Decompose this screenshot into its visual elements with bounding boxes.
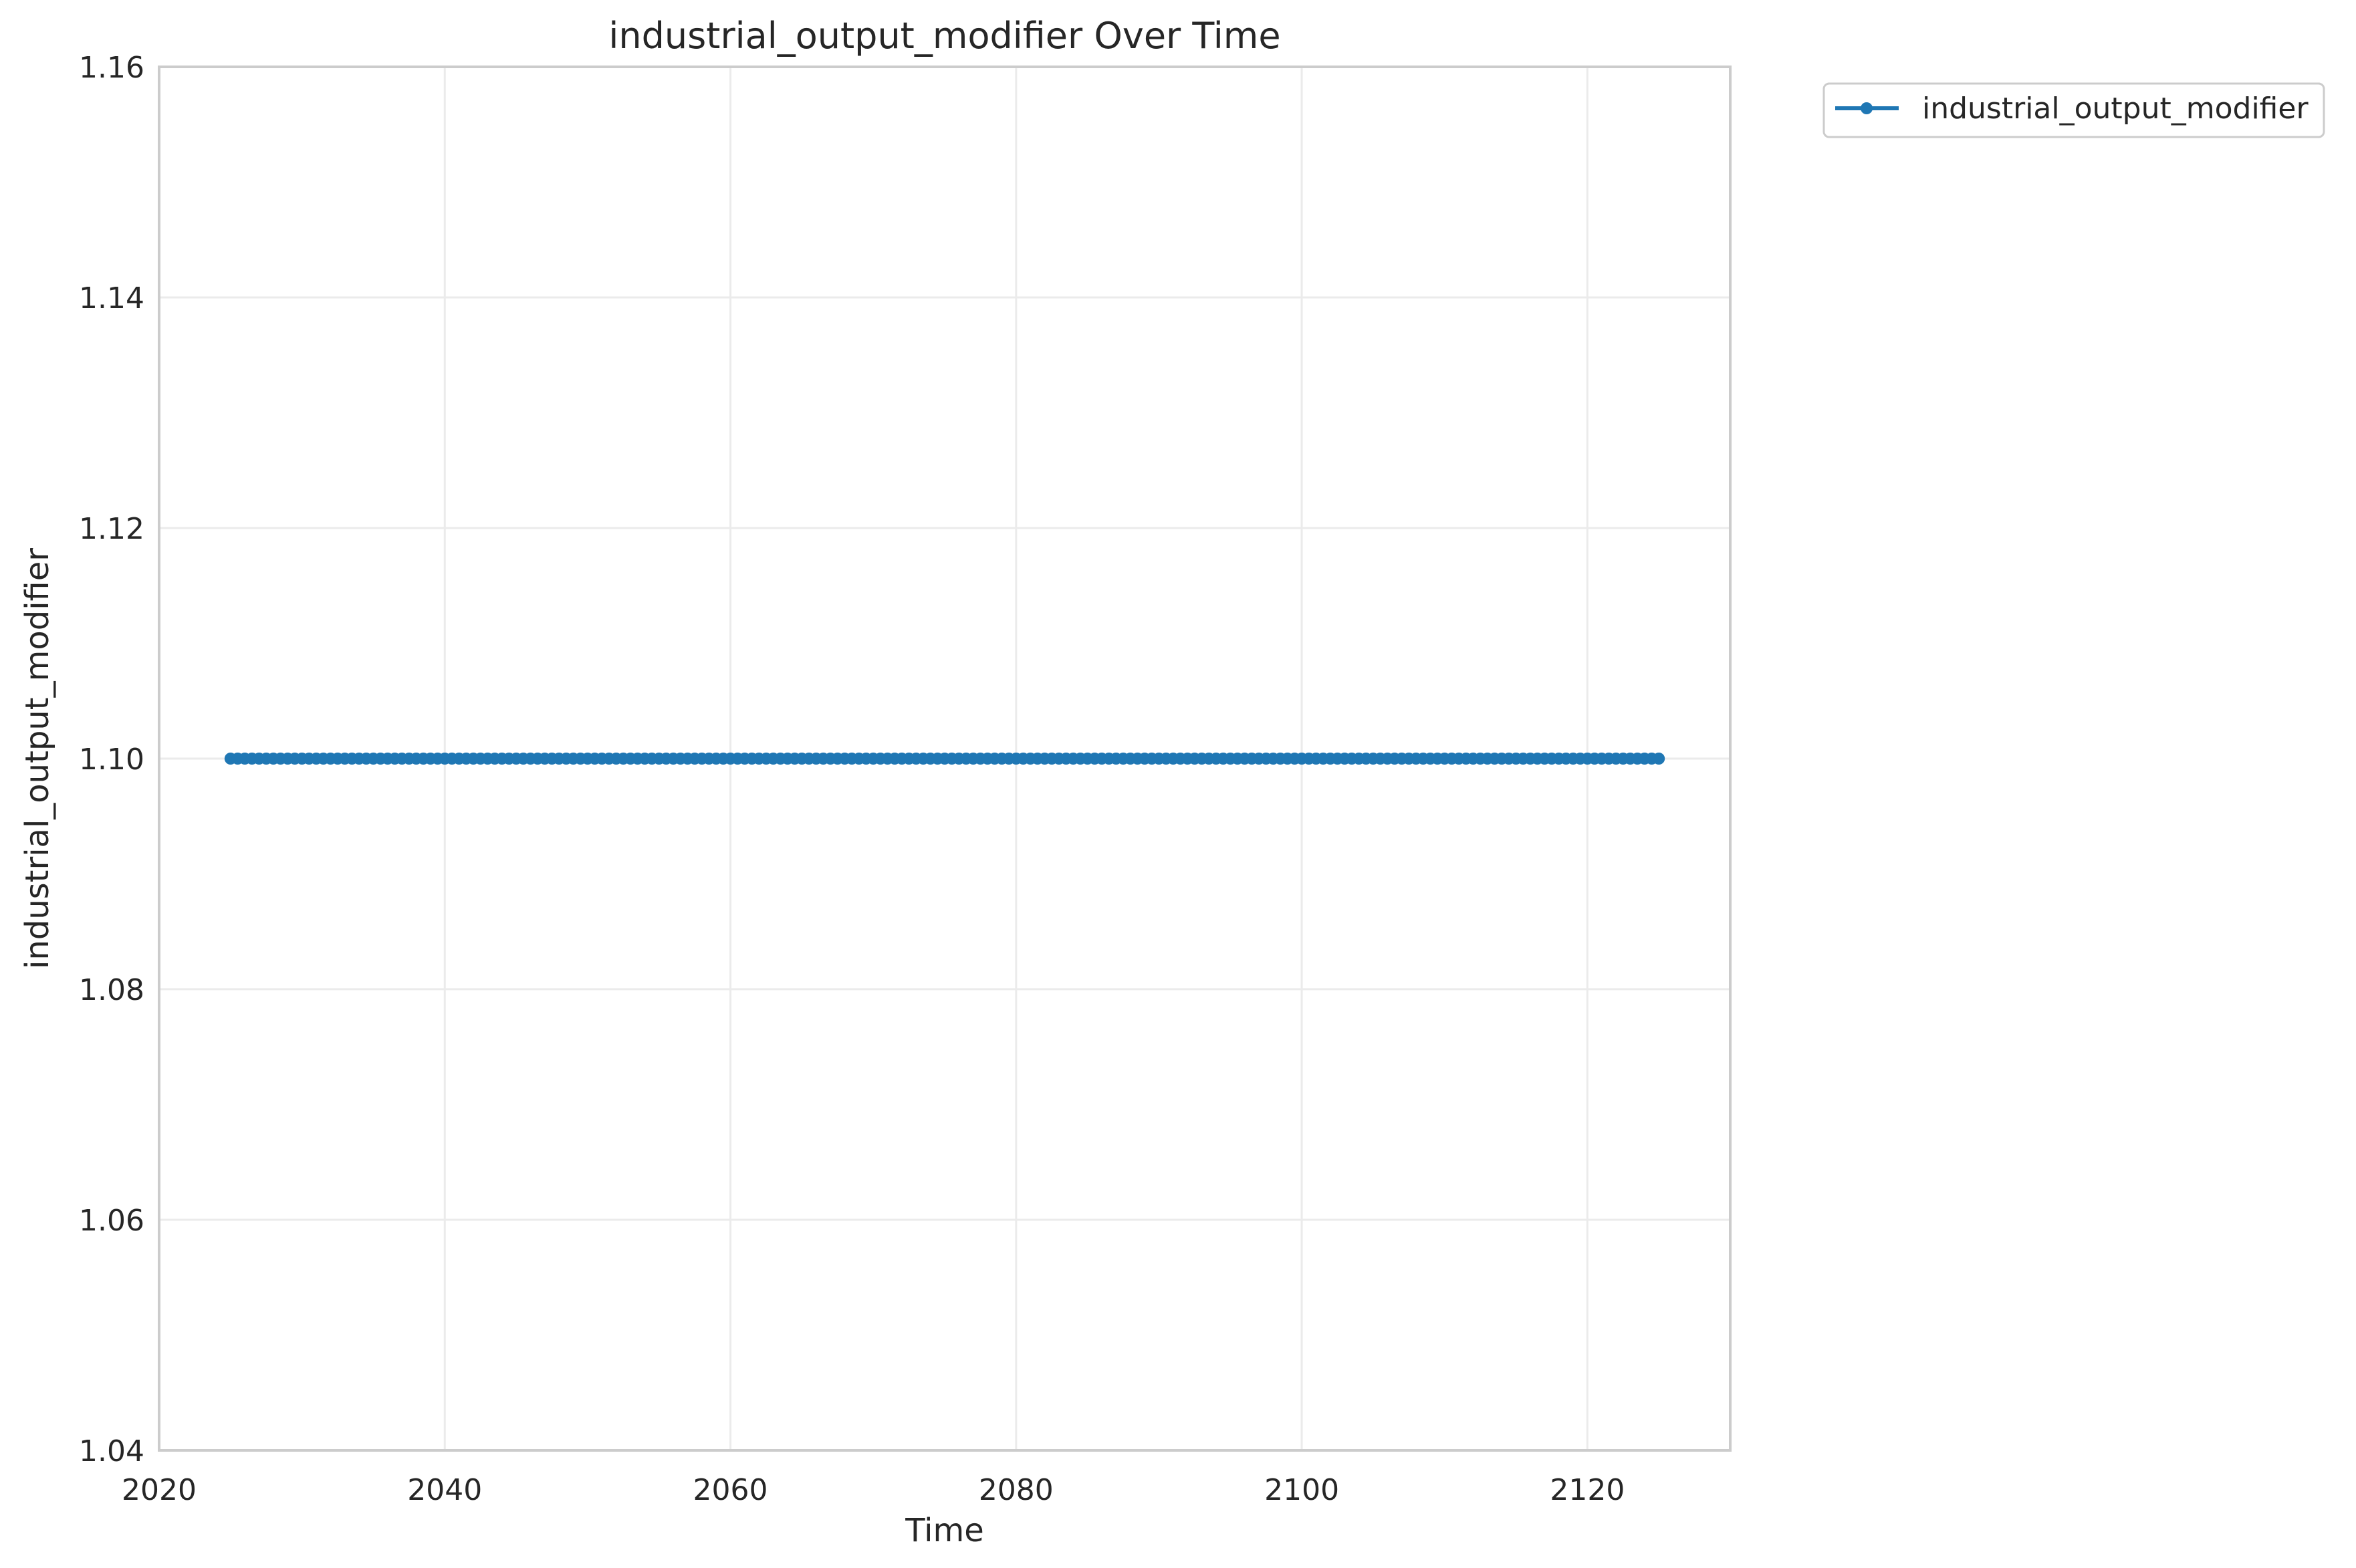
y-tick-label: 1.08 (79, 973, 144, 1007)
data-point (1653, 753, 1665, 765)
y-tick-label: 1.06 (79, 1204, 144, 1238)
y-tick-label: 1.12 (79, 512, 144, 546)
x-tick-label: 2080 (979, 1473, 1054, 1507)
series-industrial-output-modifier (224, 753, 1665, 765)
y-axis-label: industrial_output_modifier (19, 548, 56, 969)
plot-frame (158, 66, 1732, 1452)
x-tick-labels: 2020 2040 2060 2080 2100 2120 (122, 1473, 1625, 1507)
y-tick-label: 1.10 (79, 743, 144, 777)
y-tick-label: 1.16 (79, 51, 144, 85)
chart-title: industrial_output_modifier Over Time (608, 15, 1280, 57)
x-tick-label: 2100 (1264, 1473, 1339, 1507)
y-tick-label: 1.04 (79, 1434, 144, 1468)
x-tick-label: 2060 (693, 1473, 768, 1507)
x-tick-label: 2120 (1550, 1473, 1625, 1507)
legend: industrial_output_modifier (1822, 82, 2325, 138)
y-tick-label: 1.14 (79, 281, 144, 315)
x-axis-label: Time (905, 1512, 983, 1549)
x-tick-label: 2020 (122, 1473, 197, 1507)
y-tick-labels: 1.04 1.06 1.08 1.10 1.12 1.14 1.16 (79, 51, 144, 1468)
legend-box (1822, 82, 2325, 138)
x-tick-label: 2040 (407, 1473, 482, 1507)
legend-entry-label: industrial_output_modifier (1922, 92, 2309, 126)
legend-marker-swatch (1861, 102, 1873, 114)
